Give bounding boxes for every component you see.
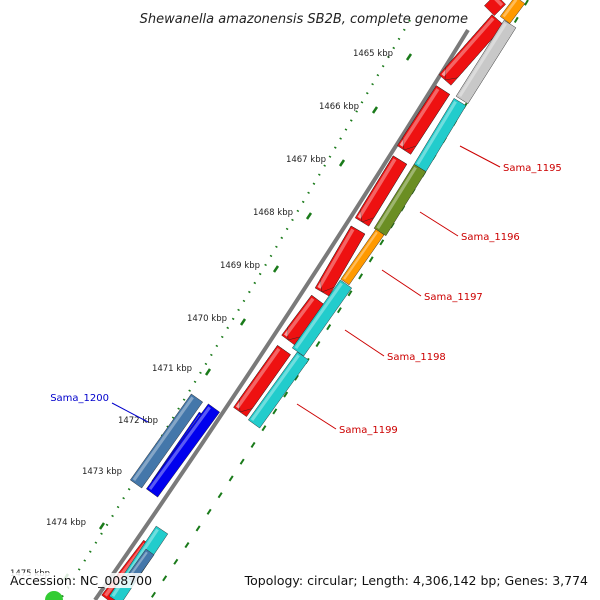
cds-feature[interactable] (484, 0, 506, 16)
tick-mark (98, 522, 106, 530)
tick-label: 1468 kbp (253, 208, 293, 218)
reverse-feature[interactable] (130, 393, 203, 489)
tick-label: 1467 kbp (286, 155, 326, 165)
label-leader-line (111, 402, 149, 423)
cds-feature[interactable] (315, 225, 366, 296)
tick-label: 1466 kbp (319, 102, 359, 112)
tick-label: 1469 kbp (220, 261, 260, 271)
gene-label[interactable]: Sama_1196 (461, 232, 520, 243)
backbone-ring (93, 28, 470, 600)
gene-label[interactable]: Sama_1198 (387, 352, 446, 363)
feature-group (101, 0, 526, 600)
label-leader-line (381, 269, 422, 297)
gene-feature[interactable] (499, 0, 526, 24)
map-title: Shewanella amazonensis SB2B, complete ge… (140, 12, 468, 27)
gene-label[interactable]: Sama_1195 (503, 163, 562, 174)
tick-mark (305, 212, 313, 220)
gene-feature[interactable] (455, 19, 517, 105)
tick-mark (272, 265, 280, 273)
gene-feature[interactable] (373, 164, 427, 236)
gene-feature[interactable] (248, 351, 309, 429)
cds-feature[interactable] (397, 85, 450, 155)
tick-mark (239, 318, 247, 326)
label-leader-line (344, 329, 385, 357)
tick-label: 1473 kbp (82, 467, 122, 477)
gene-label[interactable]: Sama_1200 (50, 393, 109, 404)
tick-label: 1474 kbp (46, 518, 86, 528)
tick-label: 1472 kbp (118, 416, 158, 426)
tick-label: 1471 kbp (152, 364, 192, 374)
reverse-cds-feature[interactable] (146, 403, 220, 498)
cds-feature[interactable] (355, 155, 408, 226)
gene-feature[interactable] (292, 279, 352, 357)
gene-label[interactable]: Sama_1197 (424, 292, 483, 303)
label-leader-line (296, 403, 337, 430)
tick-mark (371, 106, 379, 114)
label-leader-line (419, 211, 459, 237)
tick-label: 1465 kbp (353, 49, 393, 59)
label-leader-line (459, 145, 501, 168)
tick-mark (405, 53, 413, 61)
tick-mark (338, 159, 346, 167)
gene-label[interactable]: Sama_1199 (339, 425, 398, 436)
cds-feature[interactable] (233, 345, 291, 416)
genome-summary-text: Topology: circular; Length: 4,306,142 bp… (242, 573, 590, 588)
accession-text: Accession: NC_008700 (8, 573, 155, 588)
feature-marker (45, 591, 63, 600)
label-group: Sama_1195 Sama_1196 Sama_1197 Sama_1198 Sama… (45, 145, 562, 600)
gene-feature[interactable] (340, 228, 385, 286)
tick-group: 1465 kbp 1466 kbp 1467 kbp 1468 kbp 1469 kbp… (10, 49, 413, 581)
tick-label: 1470 kbp (187, 314, 227, 324)
tick-mark (204, 368, 212, 376)
cds-feature[interactable] (439, 14, 505, 86)
